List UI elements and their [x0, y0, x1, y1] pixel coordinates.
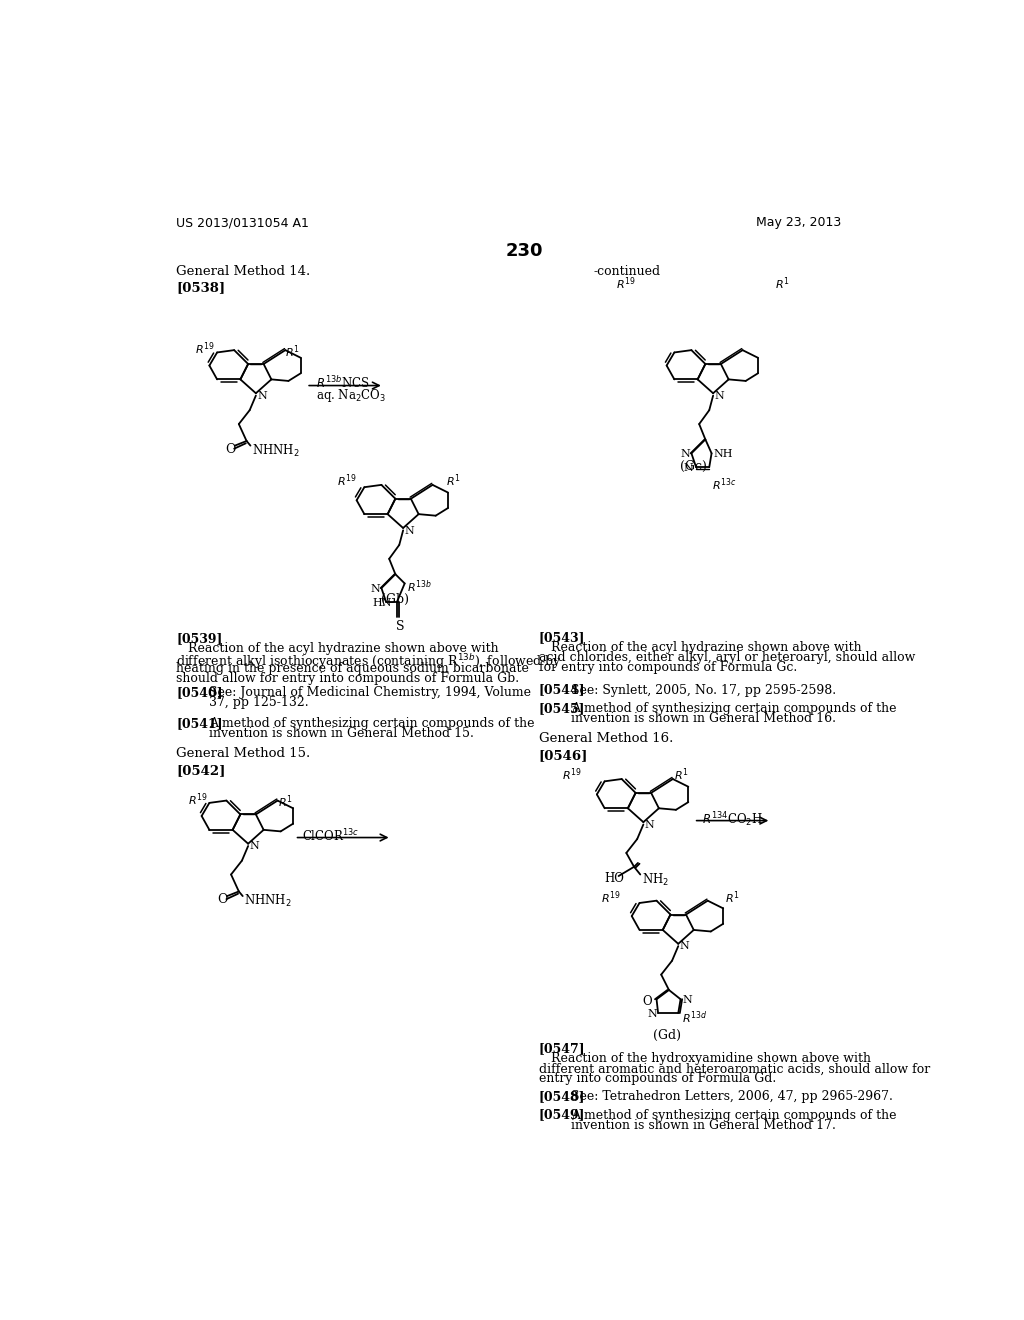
Text: A method of synthesizing certain compounds of the: A method of synthesizing certain compoun…: [209, 717, 535, 730]
Text: US 2013/0131054 A1: US 2013/0131054 A1: [176, 216, 309, 230]
Text: entry into compounds of Formula Gd.: entry into compounds of Formula Gd.: [539, 1072, 776, 1085]
Text: different aromatic and heteroaromatic acids, should allow for: different aromatic and heteroaromatic ac…: [539, 1063, 930, 1076]
Text: $R^{1}$: $R^{1}$: [775, 276, 790, 292]
Text: $R^{1}$: $R^{1}$: [725, 890, 739, 907]
Text: [0544]: [0544]: [539, 684, 586, 697]
Text: N: N: [681, 449, 690, 459]
Text: acid chlorides, either alkyl, aryl or heteroaryl, should allow: acid chlorides, either alkyl, aryl or he…: [539, 651, 915, 664]
Text: Reaction of the hydroxyamidine shown above with: Reaction of the hydroxyamidine shown abo…: [539, 1052, 870, 1065]
Text: $R^{19}$: $R^{19}$: [337, 473, 357, 490]
Text: N: N: [684, 463, 693, 474]
Text: NH: NH: [714, 449, 733, 459]
Text: See: Synlett, 2005, No. 17, pp 2595-2598.: See: Synlett, 2005, No. 17, pp 2595-2598…: [571, 684, 837, 697]
Text: N: N: [645, 820, 654, 830]
Text: [0546]: [0546]: [539, 748, 588, 762]
Text: invention is shown in General Method 16.: invention is shown in General Method 16.: [571, 711, 837, 725]
Text: ClCOR$^{13c}$: ClCOR$^{13c}$: [302, 828, 359, 843]
Text: [0547]: [0547]: [539, 1043, 586, 1056]
Text: invention is shown in General Method 17.: invention is shown in General Method 17.: [571, 1118, 837, 1131]
Text: NHNH$_2$: NHNH$_2$: [252, 442, 300, 458]
Text: N: N: [680, 941, 689, 952]
Text: for entry into compounds of Formula Gc.: for entry into compounds of Formula Gc.: [539, 661, 797, 675]
Text: O: O: [643, 995, 652, 1008]
Text: 230: 230: [506, 242, 544, 260]
Text: HO: HO: [604, 873, 625, 886]
Text: N: N: [404, 525, 415, 536]
Text: [0538]: [0538]: [176, 281, 225, 294]
Text: $R^{1}$: $R^{1}$: [445, 473, 461, 490]
Text: $R^{19}$: $R^{19}$: [187, 792, 208, 808]
Text: different alkyl isothiocyanates (containing R$^{13b}$), followed by: different alkyl isothiocyanates (contain…: [176, 652, 562, 671]
Text: [0540]: [0540]: [176, 686, 222, 698]
Text: aq. Na$_2$CO$_3$: aq. Na$_2$CO$_3$: [316, 387, 387, 404]
Text: [0543]: [0543]: [539, 631, 586, 644]
Text: $R^{13b}$NCS: $R^{13b}$NCS: [316, 376, 370, 392]
Text: See: Tetrahedron Letters, 2006, 47, pp 2965-2967.: See: Tetrahedron Letters, 2006, 47, pp 2…: [571, 1090, 893, 1104]
Text: $R^{19}$: $R^{19}$: [196, 341, 215, 358]
Text: NH$_2$: NH$_2$: [642, 871, 669, 887]
Text: May 23, 2013: May 23, 2013: [756, 216, 841, 230]
Text: [0539]: [0539]: [176, 632, 222, 645]
Text: N: N: [371, 585, 380, 594]
Text: [0542]: [0542]: [176, 764, 225, 777]
Text: [0545]: [0545]: [539, 702, 586, 715]
Text: N: N: [683, 995, 692, 1006]
Text: (Gc): (Gc): [680, 459, 708, 473]
Text: A method of synthesizing certain compounds of the: A method of synthesizing certain compoun…: [571, 702, 897, 715]
Text: Reaction of the acyl hydrazine shown above with: Reaction of the acyl hydrazine shown abo…: [176, 642, 499, 655]
Text: $R^{19}$: $R^{19}$: [562, 767, 582, 783]
Text: [0541]: [0541]: [176, 717, 222, 730]
Text: should allow for entry into compounds of Formula Gb.: should allow for entry into compounds of…: [176, 672, 519, 685]
Text: N: N: [250, 841, 259, 851]
Text: $R^{13d}$: $R^{13d}$: [682, 1010, 708, 1026]
Text: $R^{19}$: $R^{19}$: [616, 276, 636, 292]
Text: General Method 14.: General Method 14.: [176, 264, 310, 277]
Text: $R^{19}$: $R^{19}$: [601, 890, 621, 907]
Text: Reaction of the acyl hydrazine shown above with: Reaction of the acyl hydrazine shown abo…: [539, 642, 861, 655]
Text: 37, pp 125-132.: 37, pp 125-132.: [209, 696, 309, 709]
Text: General Method 16.: General Method 16.: [539, 733, 673, 744]
Text: heating in the presence of aqueous sodium bicarbonate: heating in the presence of aqueous sodiu…: [176, 663, 529, 675]
Text: O: O: [217, 892, 227, 906]
Text: $R^{13b}$: $R^{13b}$: [407, 578, 432, 595]
Text: (Gd): (Gd): [652, 1028, 681, 1041]
Text: S: S: [396, 620, 404, 634]
Text: N: N: [647, 1010, 657, 1019]
Text: $R^{1}$: $R^{1}$: [286, 343, 300, 360]
Text: HN: HN: [372, 598, 391, 609]
Text: See: Journal of Medicinal Chemistry, 1994, Volume: See: Journal of Medicinal Chemistry, 199…: [209, 686, 531, 698]
Text: N: N: [715, 391, 724, 401]
Text: N: N: [257, 391, 267, 401]
Text: $R^{13c}$: $R^{13c}$: [712, 477, 736, 492]
Text: General Method 15.: General Method 15.: [176, 747, 310, 760]
Text: -continued: -continued: [593, 264, 660, 277]
Text: [0548]: [0548]: [539, 1090, 586, 1104]
Text: $R^{1}$: $R^{1}$: [675, 767, 689, 783]
Text: A method of synthesizing certain compounds of the: A method of synthesizing certain compoun…: [571, 1109, 897, 1122]
Text: (Gb): (Gb): [381, 594, 410, 606]
Text: invention is shown in General Method 15.: invention is shown in General Method 15.: [209, 726, 474, 739]
Text: O: O: [225, 442, 236, 455]
Text: [0549]: [0549]: [539, 1109, 586, 1122]
Text: $R^{1}$: $R^{1}$: [278, 793, 292, 810]
Text: NHNH$_2$: NHNH$_2$: [245, 892, 292, 909]
Text: $R^{134}$CO$_2$H: $R^{134}$CO$_2$H: [701, 810, 763, 829]
